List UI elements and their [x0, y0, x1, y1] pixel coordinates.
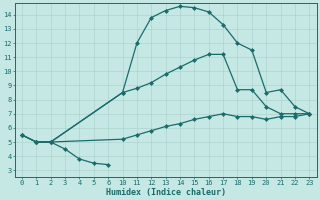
- X-axis label: Humidex (Indice chaleur): Humidex (Indice chaleur): [106, 188, 226, 197]
